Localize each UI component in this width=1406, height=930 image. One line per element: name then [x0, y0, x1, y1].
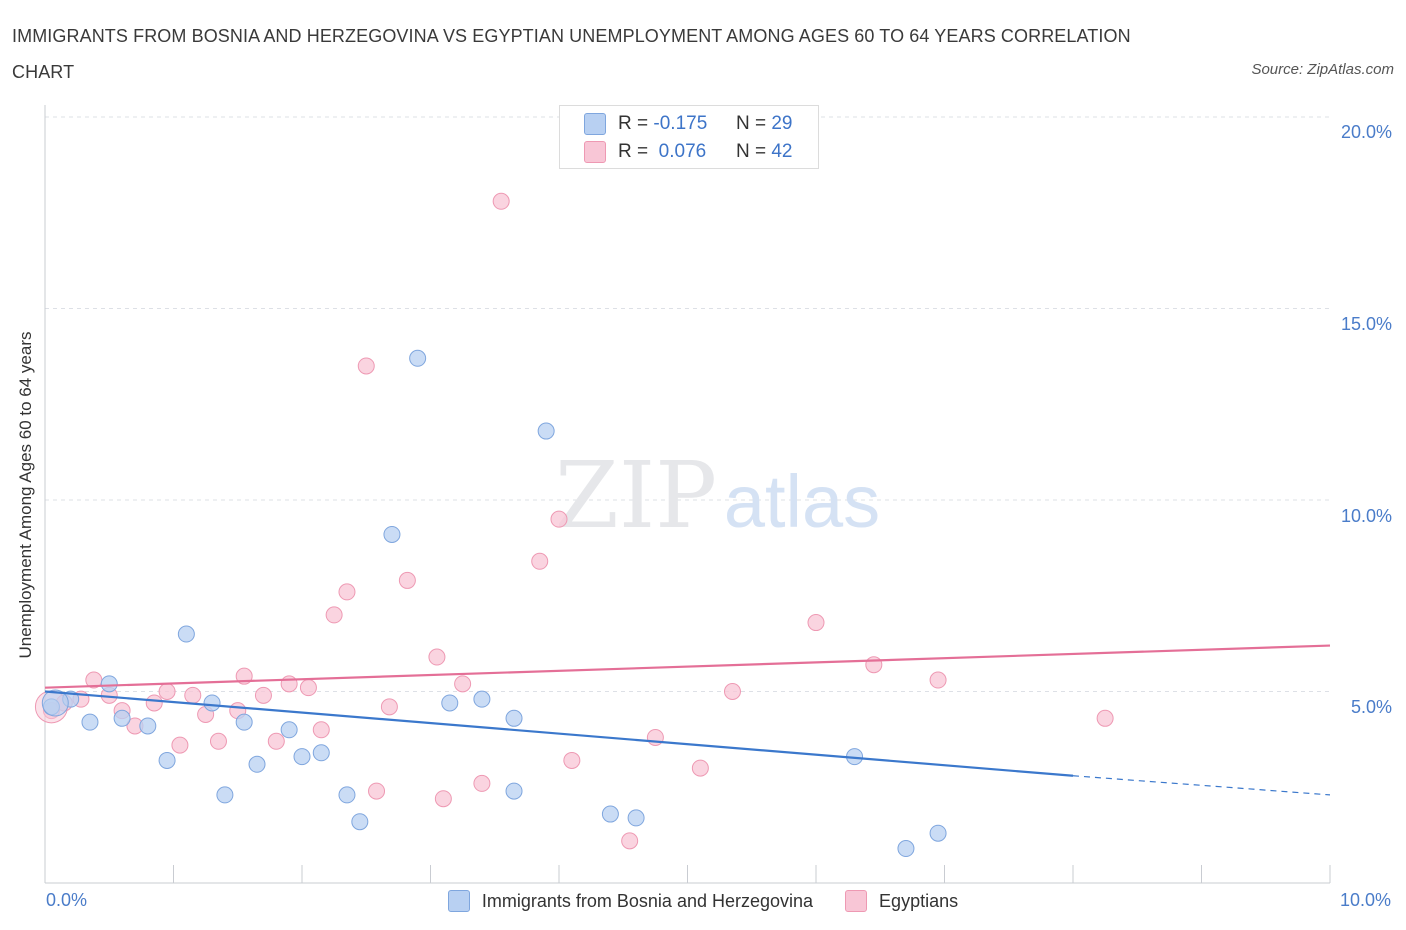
- bosnia-cluster-point: [41, 689, 69, 717]
- bosnia-point: [537, 422, 555, 440]
- egyptians-point: [267, 732, 285, 750]
- bosnia-point: [929, 824, 947, 842]
- legend-r-label: R =: [618, 141, 649, 162]
- legend-n-label: N =: [735, 113, 767, 134]
- legend-swatch-blue: [584, 113, 606, 135]
- egyptians-point: [865, 656, 883, 674]
- egyptians-point: [563, 751, 581, 769]
- watermark-zip: ZIP: [555, 442, 717, 549]
- bosnia-point: [601, 805, 619, 823]
- correlation-legend: R = -0.175 N = 29 R = 0.076 N = 42: [559, 105, 819, 169]
- egyptians-point: [434, 790, 452, 808]
- egyptians-trend-line: [44, 644, 1331, 689]
- y-tick-15: 15.0%: [1340, 314, 1392, 334]
- x-tick-right: 10.0%: [1340, 890, 1392, 910]
- egyptians-point: [325, 606, 343, 624]
- bosnia-point: [81, 713, 99, 731]
- egyptians-point: [807, 614, 825, 632]
- egyptians-point: [209, 732, 227, 750]
- legend-swatch-blue: [447, 890, 470, 912]
- egyptians-point: [398, 571, 416, 589]
- bosnia-point: [441, 694, 459, 712]
- grid-lines: [45, 116, 1330, 692]
- legend-swatch-pink: [584, 141, 606, 163]
- legend-item-bosnia[interactable]: Immigrants from Bosnia and Herzegovina: [447, 890, 814, 912]
- egyptians-point: [621, 832, 639, 850]
- legend-r-value: 0.076: [653, 141, 707, 162]
- bosnia-point: [235, 713, 253, 731]
- egyptians-point: [338, 583, 356, 601]
- bosnia-point: [248, 755, 266, 773]
- egyptians-point: [929, 671, 947, 689]
- bosnia-point: [280, 721, 298, 739]
- bosnia-point: [505, 782, 523, 800]
- egyptians-point: [550, 510, 568, 528]
- bosnia-point: [177, 625, 195, 643]
- legend-row-bosnia: R = -0.175 N = 29: [584, 111, 792, 137]
- egyptians-point: [145, 694, 163, 712]
- y-tick-10: 10.0%: [1340, 506, 1392, 526]
- y-tick-20: 20.0%: [1340, 122, 1392, 142]
- egyptians-point: [380, 698, 398, 716]
- egyptians-point: [691, 759, 709, 777]
- egyptians-point: [723, 683, 741, 700]
- watermark-atlas: atlas: [724, 460, 880, 543]
- watermark: ZIP atlas: [555, 442, 880, 549]
- egyptians-point: [454, 675, 472, 693]
- legend-item-egyptians[interactable]: Egyptians: [845, 890, 958, 912]
- bosnia-point: [158, 751, 176, 769]
- egyptians-point: [428, 648, 446, 666]
- legend-swatch-pink: [845, 890, 868, 912]
- bosnia-point: [113, 709, 131, 727]
- axes: [44, 105, 1331, 884]
- bosnia-point: [139, 717, 157, 735]
- egyptians-point: [312, 721, 330, 739]
- bosnia-point: [203, 694, 221, 712]
- bosnia-point: [351, 813, 369, 831]
- egyptians-point: [254, 686, 272, 704]
- egyptians-point: [299, 679, 317, 697]
- legend-n-label: N =: [735, 141, 767, 162]
- egyptians-point: [473, 774, 491, 792]
- trend-lines: [44, 644, 1331, 796]
- bosnia-trend-extension: [1072, 775, 1331, 796]
- legend-n-value: 42: [771, 141, 793, 162]
- egyptians-point: [158, 683, 176, 700]
- legend-label-egyptians: Egyptians: [879, 890, 959, 911]
- bosnia-point: [409, 349, 427, 367]
- series-legend: Immigrants from Bosnia and Herzegovina E…: [0, 890, 1406, 912]
- chart-title: IMMIGRANTS FROM BOSNIA AND HERZEGOVINA V…: [12, 26, 1131, 82]
- bosnia-point: [216, 786, 234, 804]
- bosnia-point: [627, 809, 645, 827]
- bosnia-point: [473, 690, 491, 708]
- y-tick-5: 5.0%: [1350, 697, 1392, 717]
- legend-r-label: R =: [618, 113, 649, 134]
- egyptians-point: [184, 686, 202, 704]
- bosnia-point: [338, 786, 356, 804]
- bosnia-point: [383, 525, 401, 543]
- egyptians-points: [34, 192, 1114, 850]
- egyptians-point: [357, 357, 375, 375]
- legend-label-bosnia: Immigrants from Bosnia and Herzegovina: [481, 890, 814, 911]
- egyptians-point: [531, 552, 549, 570]
- source-label: Source: ZipAtlas.com: [1251, 61, 1394, 78]
- bosnia-trend-line: [44, 690, 1074, 777]
- egyptians-point: [492, 192, 510, 210]
- legend-n-value: 29: [771, 113, 793, 134]
- egyptians-point: [368, 782, 386, 800]
- bosnia-point: [897, 840, 915, 858]
- bosnia-point: [312, 744, 330, 762]
- egyptians-point: [1096, 709, 1114, 727]
- bosnia-point: [505, 709, 523, 727]
- bosnia-point: [100, 675, 118, 693]
- egyptians-point: [280, 675, 298, 693]
- egyptians-point: [171, 736, 189, 754]
- legend-r-value: -0.175: [653, 113, 708, 134]
- legend-row-egyptians: R = 0.076 N = 42: [584, 139, 792, 165]
- bosnia-point: [293, 748, 311, 766]
- bosnia-points: [41, 349, 947, 858]
- x-tick-left: 0.0%: [46, 890, 88, 910]
